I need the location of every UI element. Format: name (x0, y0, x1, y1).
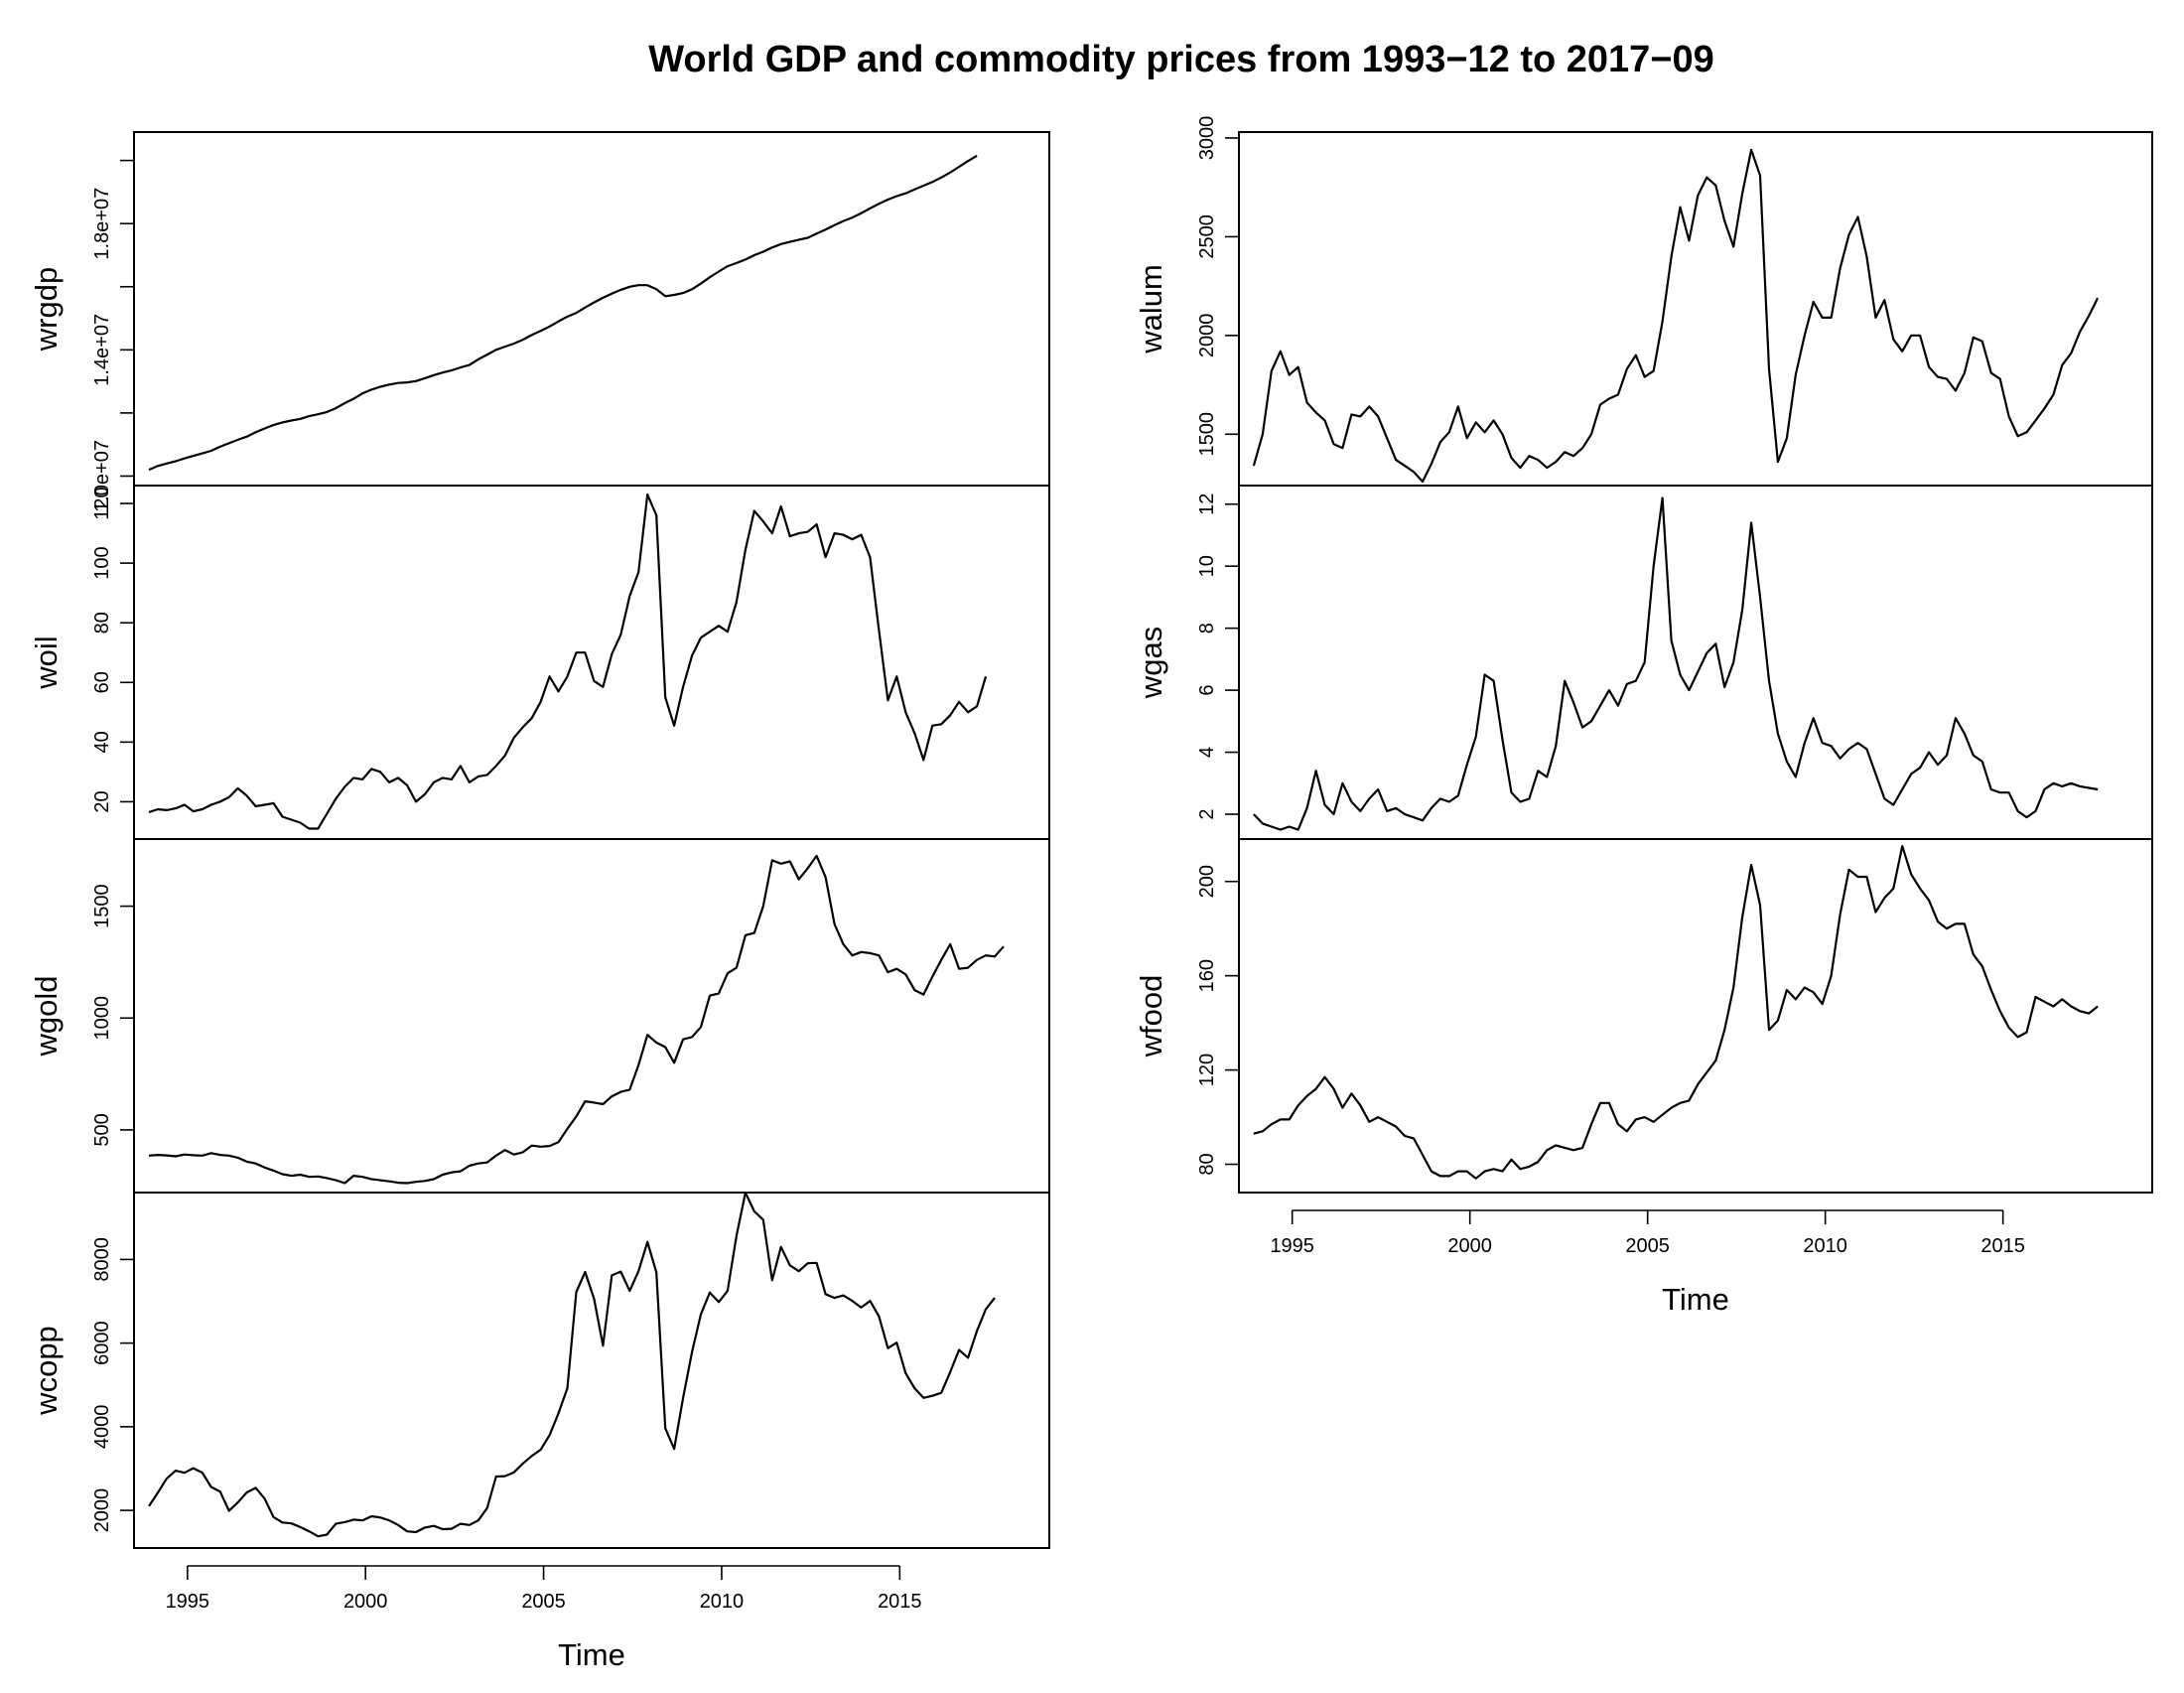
chart-title: World GDP and commodity prices from 1993… (648, 39, 1714, 80)
panel-wgas-ytick-label-1: 4 (1196, 747, 1218, 758)
panel-wgold-ylabel: wgold (29, 976, 64, 1058)
panel-wgas-frame (1238, 485, 2153, 840)
panel-wrgdp-line (148, 154, 978, 472)
panel-wrgdp-ytick-label-4: 1.8e+07 (91, 188, 113, 260)
panel-wgold-line (148, 854, 1005, 1185)
panel-wcopp-ytick-label-1: 4000 (91, 1405, 113, 1450)
panel-wfood-ytick-label-3: 200 (1196, 865, 1218, 898)
panel-woil-ytick-label-5: 120 (91, 487, 113, 519)
panel-wcopp-ylabel: wcopp (29, 1326, 64, 1416)
panel-wcopp-xtick-label-2: 2005 (521, 1591, 566, 1613)
panel-walum-ytick-label-0: 1500 (1196, 412, 1218, 457)
panel-wcopp-line (148, 1191, 996, 1538)
panel-wcopp-ytick-label-3: 8000 (91, 1237, 113, 1282)
panel-wcopp-frame (133, 1192, 1050, 1549)
panel-wcopp-xtick-label-0: 1995 (166, 1591, 210, 1613)
panel-wrgdp-ytick-label-2: 1.4e+07 (91, 314, 113, 386)
panel-woil-line (148, 493, 988, 830)
panel-walum-ytick-label-3: 3000 (1196, 116, 1218, 161)
panel-wgas-ytick-label-5: 12 (1196, 494, 1218, 515)
panel-wcopp-ytick-label-0: 2000 (91, 1488, 113, 1533)
panel-wfood-ylabel: wfood (1134, 975, 1168, 1058)
panel-wcopp-xtick-label-4: 2015 (878, 1591, 922, 1613)
panel-wfood-frame (1238, 838, 2153, 1194)
panel-wcopp-ytick-label-2: 6000 (91, 1321, 113, 1365)
panel-wfood-xtick-label-4: 2015 (1980, 1235, 2025, 1257)
panel-wfood-xtick-label-3: 2010 (1803, 1235, 1847, 1257)
panel-wgas-ytick-label-4: 10 (1196, 555, 1218, 577)
panel-woil-ytick-label-2: 60 (91, 671, 113, 693)
panel-wgas-ytick-label-3: 8 (1196, 623, 1218, 634)
panel-wgas-ylabel: wgas (1134, 627, 1168, 699)
panel-wfood-ytick-label-2: 160 (1196, 959, 1218, 992)
panel-wgas-ytick-label-0: 2 (1196, 808, 1218, 819)
panel-wcopp-xtick-label-1: 2000 (343, 1591, 388, 1613)
panel-wgas-ytick-label-2: 6 (1196, 685, 1218, 696)
panel-walum-ytick-label-2: 2500 (1196, 214, 1218, 259)
panel-woil-ylabel: woil (29, 635, 64, 689)
panel-woil-ytick-label-3: 80 (91, 612, 113, 634)
panel-wrgdp-frame (133, 131, 1050, 487)
panel-wgold-ytick-label-2: 1500 (91, 884, 113, 928)
panel-woil-ytick-label-4: 100 (91, 546, 113, 579)
panel-wrgdp-ytick-label-0: 1.0e+07 (91, 440, 113, 512)
panel-woil-frame (133, 485, 1050, 840)
panel-wgold-ytick-label-1: 1000 (91, 996, 113, 1041)
panel-walum-ylabel: walum (1134, 264, 1168, 354)
panel-wcopp-xtick-label-3: 2010 (700, 1591, 745, 1613)
panel-wgold-frame (133, 838, 1050, 1194)
panel-wfood-ytick-label-1: 120 (1196, 1054, 1218, 1086)
panel-wfood-ytick-label-0: 80 (1196, 1153, 1218, 1175)
panel-wgold-ytick-label-0: 500 (91, 1113, 113, 1146)
panel-wfood-xlabel: Time (1662, 1282, 1729, 1317)
panel-wfood-xtick-label-0: 1995 (1270, 1235, 1314, 1257)
panel-walum-ytick-label-1: 2000 (1196, 314, 1218, 358)
panel-woil-ytick-label-1: 40 (91, 731, 113, 753)
panel-wfood-line (1253, 844, 2099, 1180)
panel-woil-ytick-label-0: 20 (91, 790, 113, 812)
panel-wgas-line (1253, 496, 2099, 831)
panel-wcopp-xlabel: Time (558, 1637, 625, 1672)
panel-wfood-xtick-label-2: 2005 (1625, 1235, 1670, 1257)
panel-walum-line (1252, 148, 2100, 484)
panel-wrgdp-ylabel: wrgdp (29, 267, 64, 352)
panel-wfood-xtick-label-1: 2000 (1447, 1235, 1492, 1257)
